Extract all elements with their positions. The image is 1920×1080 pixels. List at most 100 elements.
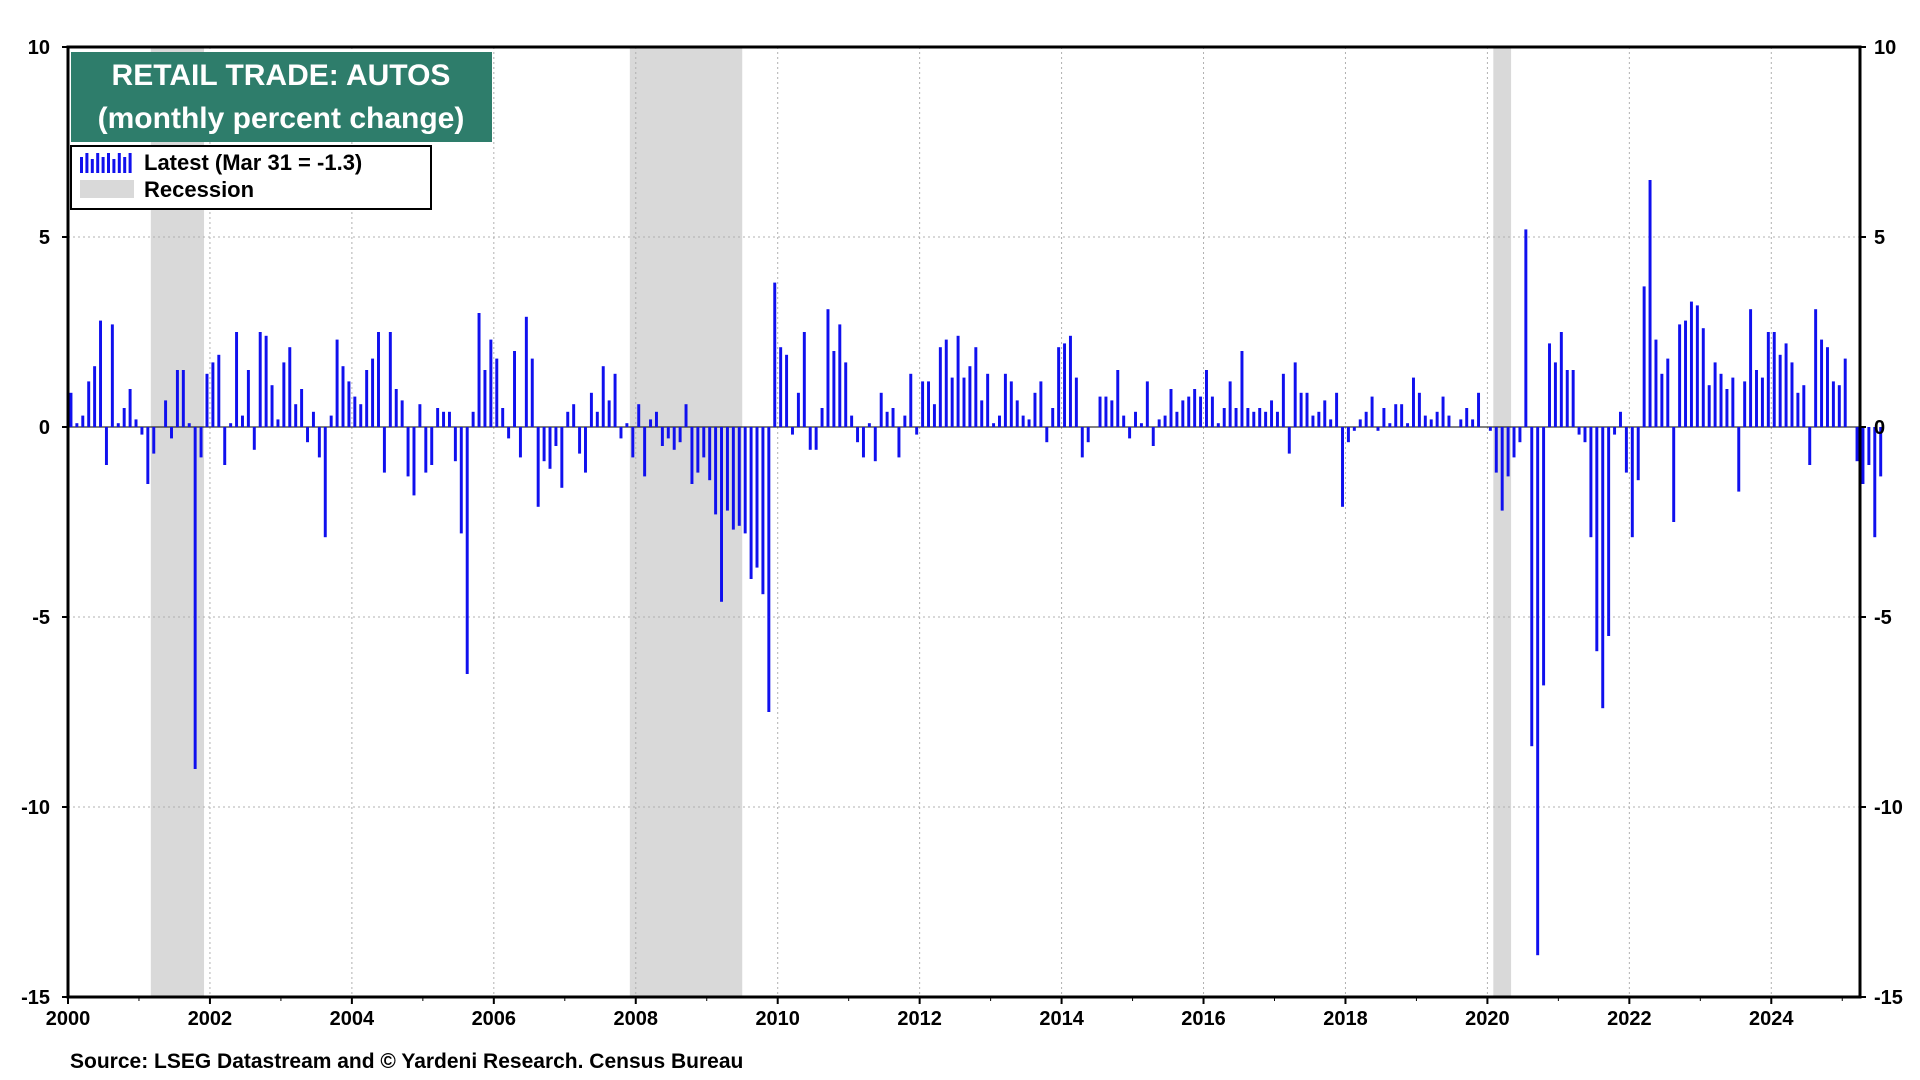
data-bar <box>217 354 221 427</box>
data-bar <box>1648 180 1652 427</box>
data-bar <box>998 415 1001 427</box>
x-tick-label: 2010 <box>755 1008 800 1030</box>
chart-title: RETAIL TRADE: AUTOS <box>112 59 451 92</box>
data-bar <box>1636 427 1640 481</box>
data-bar <box>1802 385 1806 427</box>
data-bar <box>660 427 664 446</box>
data-bar <box>323 427 327 538</box>
data-bar <box>1074 377 1078 427</box>
data-bar <box>341 366 345 427</box>
data-bar <box>75 423 79 427</box>
data-bar <box>1246 408 1250 427</box>
data-bar <box>1346 427 1350 443</box>
x-tick-label: 2022 <box>1607 1008 1652 1030</box>
data-bar <box>1595 427 1599 652</box>
data-bar <box>1228 381 1232 427</box>
data-bar <box>1553 362 1557 427</box>
data-bar <box>152 427 156 454</box>
legend: Latest (Mar 31 = -1.3) Recession <box>70 145 432 210</box>
data-bar <box>566 411 570 427</box>
data-bar <box>1571 370 1575 427</box>
data-bar <box>1471 419 1475 427</box>
data-bar <box>1666 358 1670 427</box>
data-bar <box>850 415 854 427</box>
data-bar <box>1778 354 1782 427</box>
data-bar <box>264 335 268 427</box>
y-tick-label-left: -5 <box>32 607 50 629</box>
data-bar <box>761 427 765 595</box>
data-bar <box>944 339 948 427</box>
data-bar <box>377 332 380 427</box>
data-bar <box>731 427 735 530</box>
data-bar <box>1145 381 1149 427</box>
data-bar <box>1287 427 1291 454</box>
data-bar <box>1068 335 1072 427</box>
data-bar <box>1654 339 1658 427</box>
data-bar <box>631 427 635 458</box>
x-tick-label: 2018 <box>1323 1008 1368 1030</box>
data-bar <box>548 427 552 469</box>
data-bar <box>613 373 617 427</box>
data-bar <box>1335 392 1339 427</box>
data-bar <box>980 400 984 427</box>
data-bar <box>1151 427 1155 446</box>
data-bar <box>1051 408 1055 427</box>
data-bar <box>1116 370 1120 427</box>
data-bar <box>93 366 97 427</box>
data-bar <box>1352 427 1356 431</box>
data-bar <box>1063 343 1067 427</box>
data-bar <box>1589 427 1593 538</box>
data-bar <box>128 389 132 427</box>
x-tick-label: 2004 <box>330 1008 375 1030</box>
data-bar <box>595 411 599 427</box>
data-bar <box>1264 411 1268 427</box>
data-bar <box>802 332 806 427</box>
data-bar <box>1275 411 1279 427</box>
data-bar <box>235 332 239 427</box>
data-bar <box>909 373 913 427</box>
data-bar <box>1210 396 1214 427</box>
data-bar <box>258 332 262 427</box>
data-bar <box>915 427 919 435</box>
data-bar <box>1796 392 1800 427</box>
data-bar <box>99 320 103 427</box>
data-bar <box>436 408 440 427</box>
data-bar <box>501 408 505 427</box>
x-tick-label: 2016 <box>1181 1008 1226 1030</box>
data-bar <box>1583 427 1587 443</box>
chart-subtitle: (monthly percent change) <box>98 102 465 135</box>
y-tick-label-left: 10 <box>28 37 50 59</box>
legend-icon-bar <box>101 157 105 173</box>
data-bar <box>808 427 812 450</box>
data-bar <box>1382 408 1386 427</box>
data-bar <box>1790 362 1794 427</box>
data-bar <box>1542 427 1546 686</box>
data-bar <box>743 427 747 534</box>
data-bar <box>1169 389 1173 427</box>
data-bar <box>560 427 564 488</box>
data-bar <box>359 404 363 427</box>
data-bar <box>1465 408 1469 427</box>
data-bar <box>1086 427 1090 443</box>
data-bar <box>1134 411 1137 427</box>
y-tick-label-left: -10 <box>21 797 50 819</box>
data-bar <box>294 404 298 427</box>
data-bar <box>1358 419 1362 427</box>
data-bar <box>430 427 434 465</box>
y-tick-label-right: -5 <box>1874 607 1892 629</box>
data-bar <box>1441 396 1445 427</box>
x-tick-label: 2020 <box>1465 1008 1510 1030</box>
blue-bars-icon <box>80 153 132 173</box>
data-bar <box>489 339 493 427</box>
data-bar <box>1110 400 1114 427</box>
data-bar <box>453 427 457 462</box>
data-bar <box>1500 427 1504 511</box>
data-bar <box>347 381 351 427</box>
data-bar <box>418 404 422 427</box>
data-bar <box>311 411 315 427</box>
data-bar <box>1695 305 1699 427</box>
data-bar <box>1412 377 1415 427</box>
data-bar <box>885 411 889 427</box>
data-bar <box>447 411 451 427</box>
data-bar <box>832 351 836 427</box>
